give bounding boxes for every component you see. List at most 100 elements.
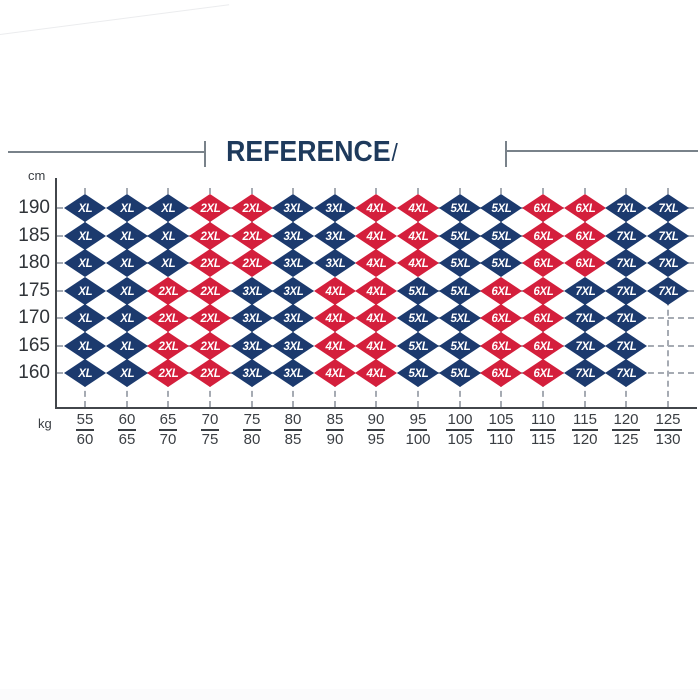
size-diamond: 6XL (522, 249, 564, 277)
size-diamond-label: 5XL (408, 284, 428, 298)
x-axis-label-top: 125 (654, 412, 682, 431)
x-axis-label-bottom: 130 (655, 431, 681, 448)
top-left-diagonal-line (0, 4, 230, 35)
size-diamond-label: 5XL (491, 256, 511, 270)
x-axis-label-bottom: 85 (284, 431, 302, 448)
size-diamond: XL (106, 277, 148, 305)
size-diamond: 6XL (564, 249, 606, 277)
size-diamond: 7XL (647, 194, 689, 222)
x-axis-label-bottom: 115 (531, 431, 555, 448)
size-diamond: 6XL (480, 304, 522, 332)
size-diamond-label: 4XL (366, 201, 386, 215)
y-axis-label: 165 (18, 335, 50, 356)
size-diamond-label: XL (120, 311, 134, 325)
size-diamond: 5XL (397, 277, 439, 305)
x-axis-label-top: 85 (325, 412, 345, 431)
size-diamond: 5XL (439, 359, 481, 387)
size-diamond-label: 7XL (616, 256, 636, 270)
size-diamond: 4XL (397, 249, 439, 277)
x-axis-label: 90 95 (354, 412, 398, 448)
size-diamond: XL (106, 359, 148, 387)
size-diamond: 7XL (605, 249, 647, 277)
size-diamond: 6XL (480, 332, 522, 360)
size-diamond-label: 2XL (242, 256, 262, 270)
size-diamond-label: 4XL (325, 366, 345, 380)
size-diamond-label: 5XL (450, 284, 470, 298)
size-diamond: 7XL (605, 222, 647, 250)
size-diamond-label: 6XL (491, 366, 511, 380)
size-diamond-label: 4XL (366, 256, 386, 270)
x-axis-label-bottom: 125 (613, 431, 639, 448)
size-diamond: 3XL (272, 359, 314, 387)
size-diamond-label: XL (120, 256, 134, 270)
size-diamond-label: 6XL (533, 201, 553, 215)
size-diamond-label: 5XL (450, 201, 470, 215)
x-axis-label-top: 105 (487, 412, 515, 431)
size-diamond-label: 7XL (616, 366, 636, 380)
size-diamond: XL (106, 249, 148, 277)
title-right-rule-tick (505, 141, 507, 167)
size-diamond-label: 3XL (242, 366, 262, 380)
size-diamond-label: 5XL (450, 311, 470, 325)
size-diamond-label: 4XL (408, 201, 428, 215)
size-diamond: 5XL (439, 222, 481, 250)
size-diamond: 4XL (355, 277, 397, 305)
size-diamond: 4XL (355, 332, 397, 360)
size-diamond-label: 7XL (658, 201, 678, 215)
size-diamond-label: 5XL (408, 366, 428, 380)
size-diamond: 6XL (522, 359, 564, 387)
size-diamond-label: 3XL (283, 339, 303, 353)
size-diamond: 4XL (355, 359, 397, 387)
x-axis-label-top: 110 (530, 412, 556, 431)
size-diamond-label: 5XL (450, 256, 470, 270)
size-diamond-label: XL (78, 229, 92, 243)
size-diamond-label: 2XL (200, 256, 220, 270)
x-axis-label-bottom: 95 (367, 431, 385, 448)
size-diamond: 3XL (231, 277, 273, 305)
x-axis-label: 100 105 (438, 412, 482, 448)
size-diamond: 2XL (189, 359, 231, 387)
x-axis-label: 60 65 (105, 412, 149, 448)
size-diamond-label: 3XL (242, 284, 262, 298)
size-diamond-label: 6XL (533, 339, 553, 353)
size-diamond: 3XL (231, 304, 273, 332)
size-diamond-label: 2XL (200, 201, 220, 215)
size-diamond: XL (64, 359, 106, 387)
size-diamond: 6XL (522, 222, 564, 250)
size-diamond-label: 2XL (242, 201, 262, 215)
size-diamond: 5XL (397, 332, 439, 360)
size-diamond-label: XL (120, 366, 134, 380)
bottom-shade (0, 689, 700, 700)
y-axis-label: 160 (18, 362, 50, 383)
size-diamond: 4XL (355, 194, 397, 222)
size-diamond: 2XL (189, 332, 231, 360)
size-diamond-label: 4XL (325, 311, 345, 325)
size-diamond-label: 7XL (616, 311, 636, 325)
size-diamond-label: 3XL (325, 201, 345, 215)
size-diamond-label: XL (78, 366, 92, 380)
size-diamond-label: 4XL (325, 339, 345, 353)
size-diamond: 3XL (272, 304, 314, 332)
size-diamond: 7XL (605, 359, 647, 387)
size-diamond: 4XL (314, 277, 356, 305)
y-axis-label: 185 (18, 225, 50, 246)
size-diamond-label: 4XL (408, 256, 428, 270)
size-diamond: 5XL (439, 194, 481, 222)
title-left-rule-tick (204, 141, 206, 167)
size-diamond: 4XL (314, 304, 356, 332)
size-diamond-label: 6XL (491, 284, 511, 298)
size-diamond: 2XL (147, 277, 189, 305)
size-diamond: 6XL (522, 304, 564, 332)
size-diamond-label: XL (120, 229, 134, 243)
y-axis-label: 190 (18, 197, 50, 218)
size-diamond-label: 5XL (450, 366, 470, 380)
title-left-rule (8, 151, 205, 153)
size-diamond: 2XL (189, 277, 231, 305)
size-diamond-label: 6XL (533, 229, 553, 243)
size-diamond: XL (64, 277, 106, 305)
size-diamond-label: 7XL (575, 311, 595, 325)
size-diamond-label: 7XL (658, 284, 678, 298)
size-diamond-label: 3XL (242, 339, 262, 353)
size-diamond: 4XL (355, 222, 397, 250)
size-diamond: 5XL (439, 304, 481, 332)
